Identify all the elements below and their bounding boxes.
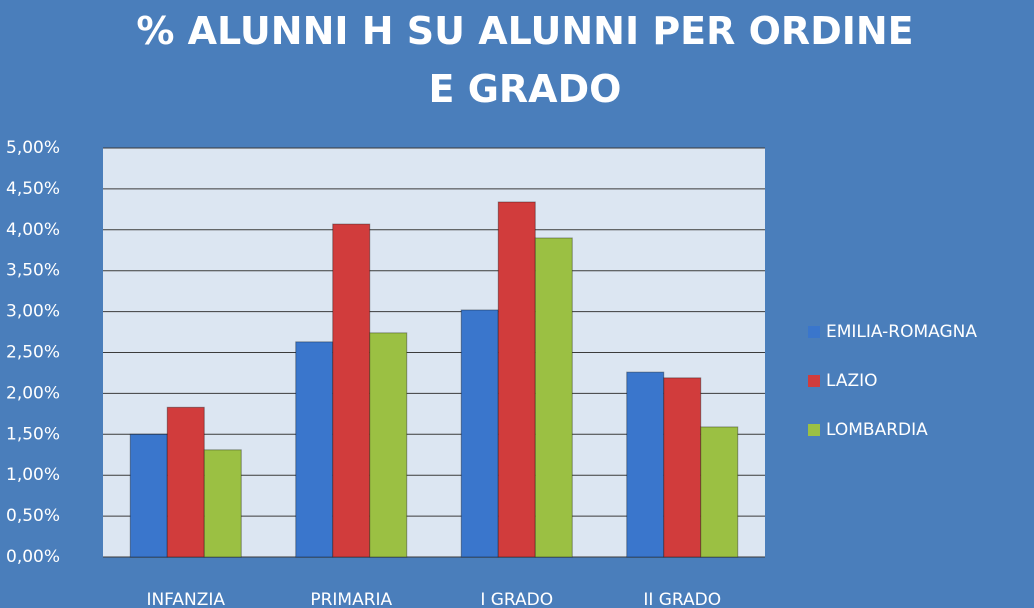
y-tick-label: 4,50%	[6, 179, 60, 199]
x-tick-label: II GRADO	[643, 590, 721, 608]
bar	[369, 332, 408, 558]
x-tick-label: PRIMARIA	[310, 590, 392, 608]
bar	[129, 433, 168, 558]
legend-label: LOMBARDIA	[826, 420, 928, 440]
y-tick-label: 3,50%	[6, 261, 60, 281]
legend-label: EMILIA-ROMAGNA	[826, 322, 977, 342]
y-tick-label: 5,00%	[6, 138, 60, 158]
legend-swatch	[808, 326, 820, 338]
legend-swatch	[808, 424, 820, 436]
y-tick-label: 3,00%	[6, 302, 60, 322]
y-tick-label: 4,00%	[6, 220, 60, 240]
bar	[700, 426, 739, 558]
y-tick-label: 0,00%	[6, 547, 60, 567]
bar	[332, 223, 371, 558]
y-tick-label: 2,00%	[6, 383, 60, 403]
y-tick-label: 1,00%	[6, 465, 60, 485]
x-tick-label: I GRADO	[480, 590, 553, 608]
y-tick-label: 2,50%	[6, 343, 60, 363]
x-tick-label: INFANZIA	[146, 590, 225, 608]
bar	[203, 449, 242, 558]
bar	[497, 201, 536, 558]
legend-label: LAZIO	[826, 371, 878, 391]
y-tick-label: 0,50%	[6, 506, 60, 526]
bar	[626, 371, 665, 558]
bar	[295, 341, 334, 558]
legend-swatch	[808, 375, 820, 387]
chart-title: % ALUNNI H SU ALUNNI PER ORDINE E GRADO	[136, 9, 914, 111]
bar	[663, 377, 702, 558]
bar	[460, 309, 499, 558]
bar	[534, 237, 573, 558]
bar	[166, 406, 205, 558]
y-tick-label: 1,50%	[6, 424, 60, 444]
